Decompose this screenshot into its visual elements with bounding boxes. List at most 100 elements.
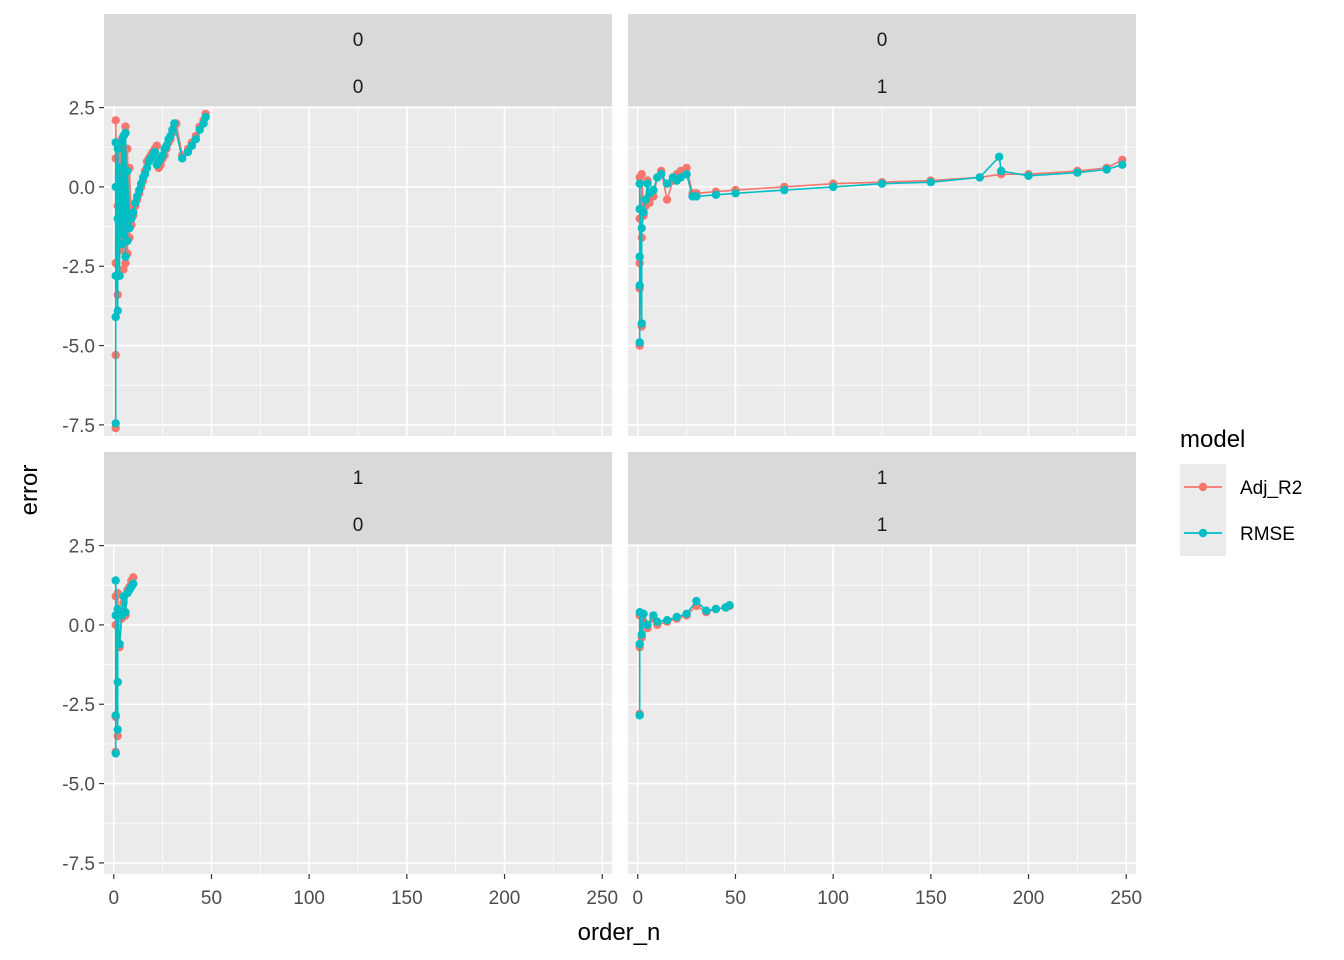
- facet-strip-label-bottom: 0: [353, 77, 364, 98]
- data-point: [639, 208, 648, 217]
- data-point: [635, 281, 644, 290]
- data-point: [125, 224, 134, 233]
- data-point: [711, 190, 721, 199]
- data-point: [692, 596, 701, 606]
- facet-panel: 0 0 -7.5 -5.0 -2.5 0.0 2.5: [62, 14, 612, 437]
- legend-label: RMSE: [1240, 524, 1295, 545]
- y-tick-label: -2.5: [62, 257, 95, 278]
- data-point: [162, 141, 171, 150]
- data-point: [111, 419, 120, 428]
- data-point: [201, 112, 210, 122]
- data-point: [877, 179, 887, 188]
- data-point: [682, 609, 691, 618]
- data-point: [115, 163, 124, 173]
- x-tick-label: 150: [915, 888, 947, 909]
- data-point: [1024, 171, 1033, 180]
- data-point: [183, 147, 193, 157]
- facet-strip-label-bottom: 1: [877, 515, 888, 536]
- x-tick-label: 0: [108, 888, 119, 909]
- data-point: [672, 612, 681, 622]
- x-tick-label: 100: [293, 888, 325, 909]
- data-point: [115, 271, 124, 280]
- data-point: [131, 198, 140, 207]
- facet-strip-label-top: 1: [353, 468, 364, 489]
- data-point: [121, 122, 130, 131]
- data-point: [119, 230, 128, 239]
- data-point: [111, 312, 120, 322]
- data-point: [995, 152, 1004, 161]
- data-point: [111, 182, 120, 192]
- panel-data: [111, 109, 210, 433]
- data-point: [829, 182, 838, 192]
- x-tick-label: 200: [1013, 888, 1045, 909]
- data-point: [123, 236, 132, 246]
- data-point: [133, 192, 142, 201]
- facet-panel: 1 0 -7.5 -5.0 -2.5 0.0 2.5 0 50 100 150 200 250: [62, 452, 618, 909]
- series-line: [638, 599, 731, 716]
- y-tick-label: -5.0: [62, 337, 95, 358]
- data-point: [637, 224, 646, 233]
- data-point: [111, 711, 120, 720]
- x-tick-label: 50: [201, 888, 222, 909]
- x-tick-label: 250: [586, 888, 618, 909]
- y-tick-label: -2.5: [62, 695, 95, 716]
- data-point: [662, 616, 672, 625]
- x-tick-label: 100: [817, 888, 849, 909]
- data-point: [123, 166, 132, 176]
- facet-strip: [628, 452, 1136, 544]
- data-point: [129, 573, 138, 582]
- data-point: [635, 338, 644, 347]
- data-point: [635, 711, 644, 720]
- legend: model Adj_R2 RMSE: [1180, 426, 1302, 556]
- y-tick-label: 2.5: [69, 537, 95, 558]
- legend-entry: Adj_R2: [1180, 464, 1302, 510]
- data-point: [641, 195, 650, 204]
- data-point: [639, 609, 648, 618]
- y-tick-label: 2.5: [69, 99, 95, 120]
- data-point: [191, 135, 200, 144]
- data-point: [113, 306, 122, 315]
- data-point: [635, 639, 644, 649]
- y-tick-label: -5.0: [62, 775, 95, 796]
- data-point: [168, 125, 177, 134]
- x-tick-label: 0: [632, 888, 643, 909]
- facet-panel: 01: [628, 14, 1136, 436]
- data-point: [111, 576, 120, 585]
- data-point: [657, 170, 666, 179]
- data-point: [649, 611, 658, 620]
- data-point: [170, 119, 179, 128]
- data-point: [142, 163, 152, 173]
- data-point: [195, 125, 204, 134]
- data-point: [113, 144, 122, 153]
- data-point: [975, 173, 984, 182]
- data-point: [152, 141, 161, 150]
- data-point: [121, 252, 130, 261]
- legend-title: model: [1180, 426, 1245, 453]
- data-point: [780, 185, 789, 195]
- data-point: [662, 195, 672, 204]
- facet-strip-label-top: 0: [353, 30, 364, 51]
- x-tick-label: 50: [725, 888, 746, 909]
- facet-strip: [104, 14, 612, 106]
- data-point: [725, 601, 734, 610]
- data-point: [113, 604, 122, 614]
- data-point: [692, 192, 701, 201]
- data-point: [115, 639, 124, 649]
- data-point: [111, 116, 120, 125]
- data-point: [1102, 165, 1111, 174]
- data-point: [731, 189, 740, 198]
- data-point: [127, 214, 136, 223]
- data-point: [135, 185, 144, 195]
- data-point: [121, 128, 130, 138]
- data-point: [140, 170, 150, 179]
- series-rmse: [111, 576, 138, 758]
- data-point: [702, 606, 711, 615]
- data-point: [111, 749, 120, 758]
- data-point: [643, 179, 652, 188]
- data-point: [643, 620, 652, 630]
- data-point: [649, 185, 658, 195]
- panel-data: [635, 152, 1127, 350]
- data-point: [113, 725, 122, 734]
- data-point: [635, 179, 644, 188]
